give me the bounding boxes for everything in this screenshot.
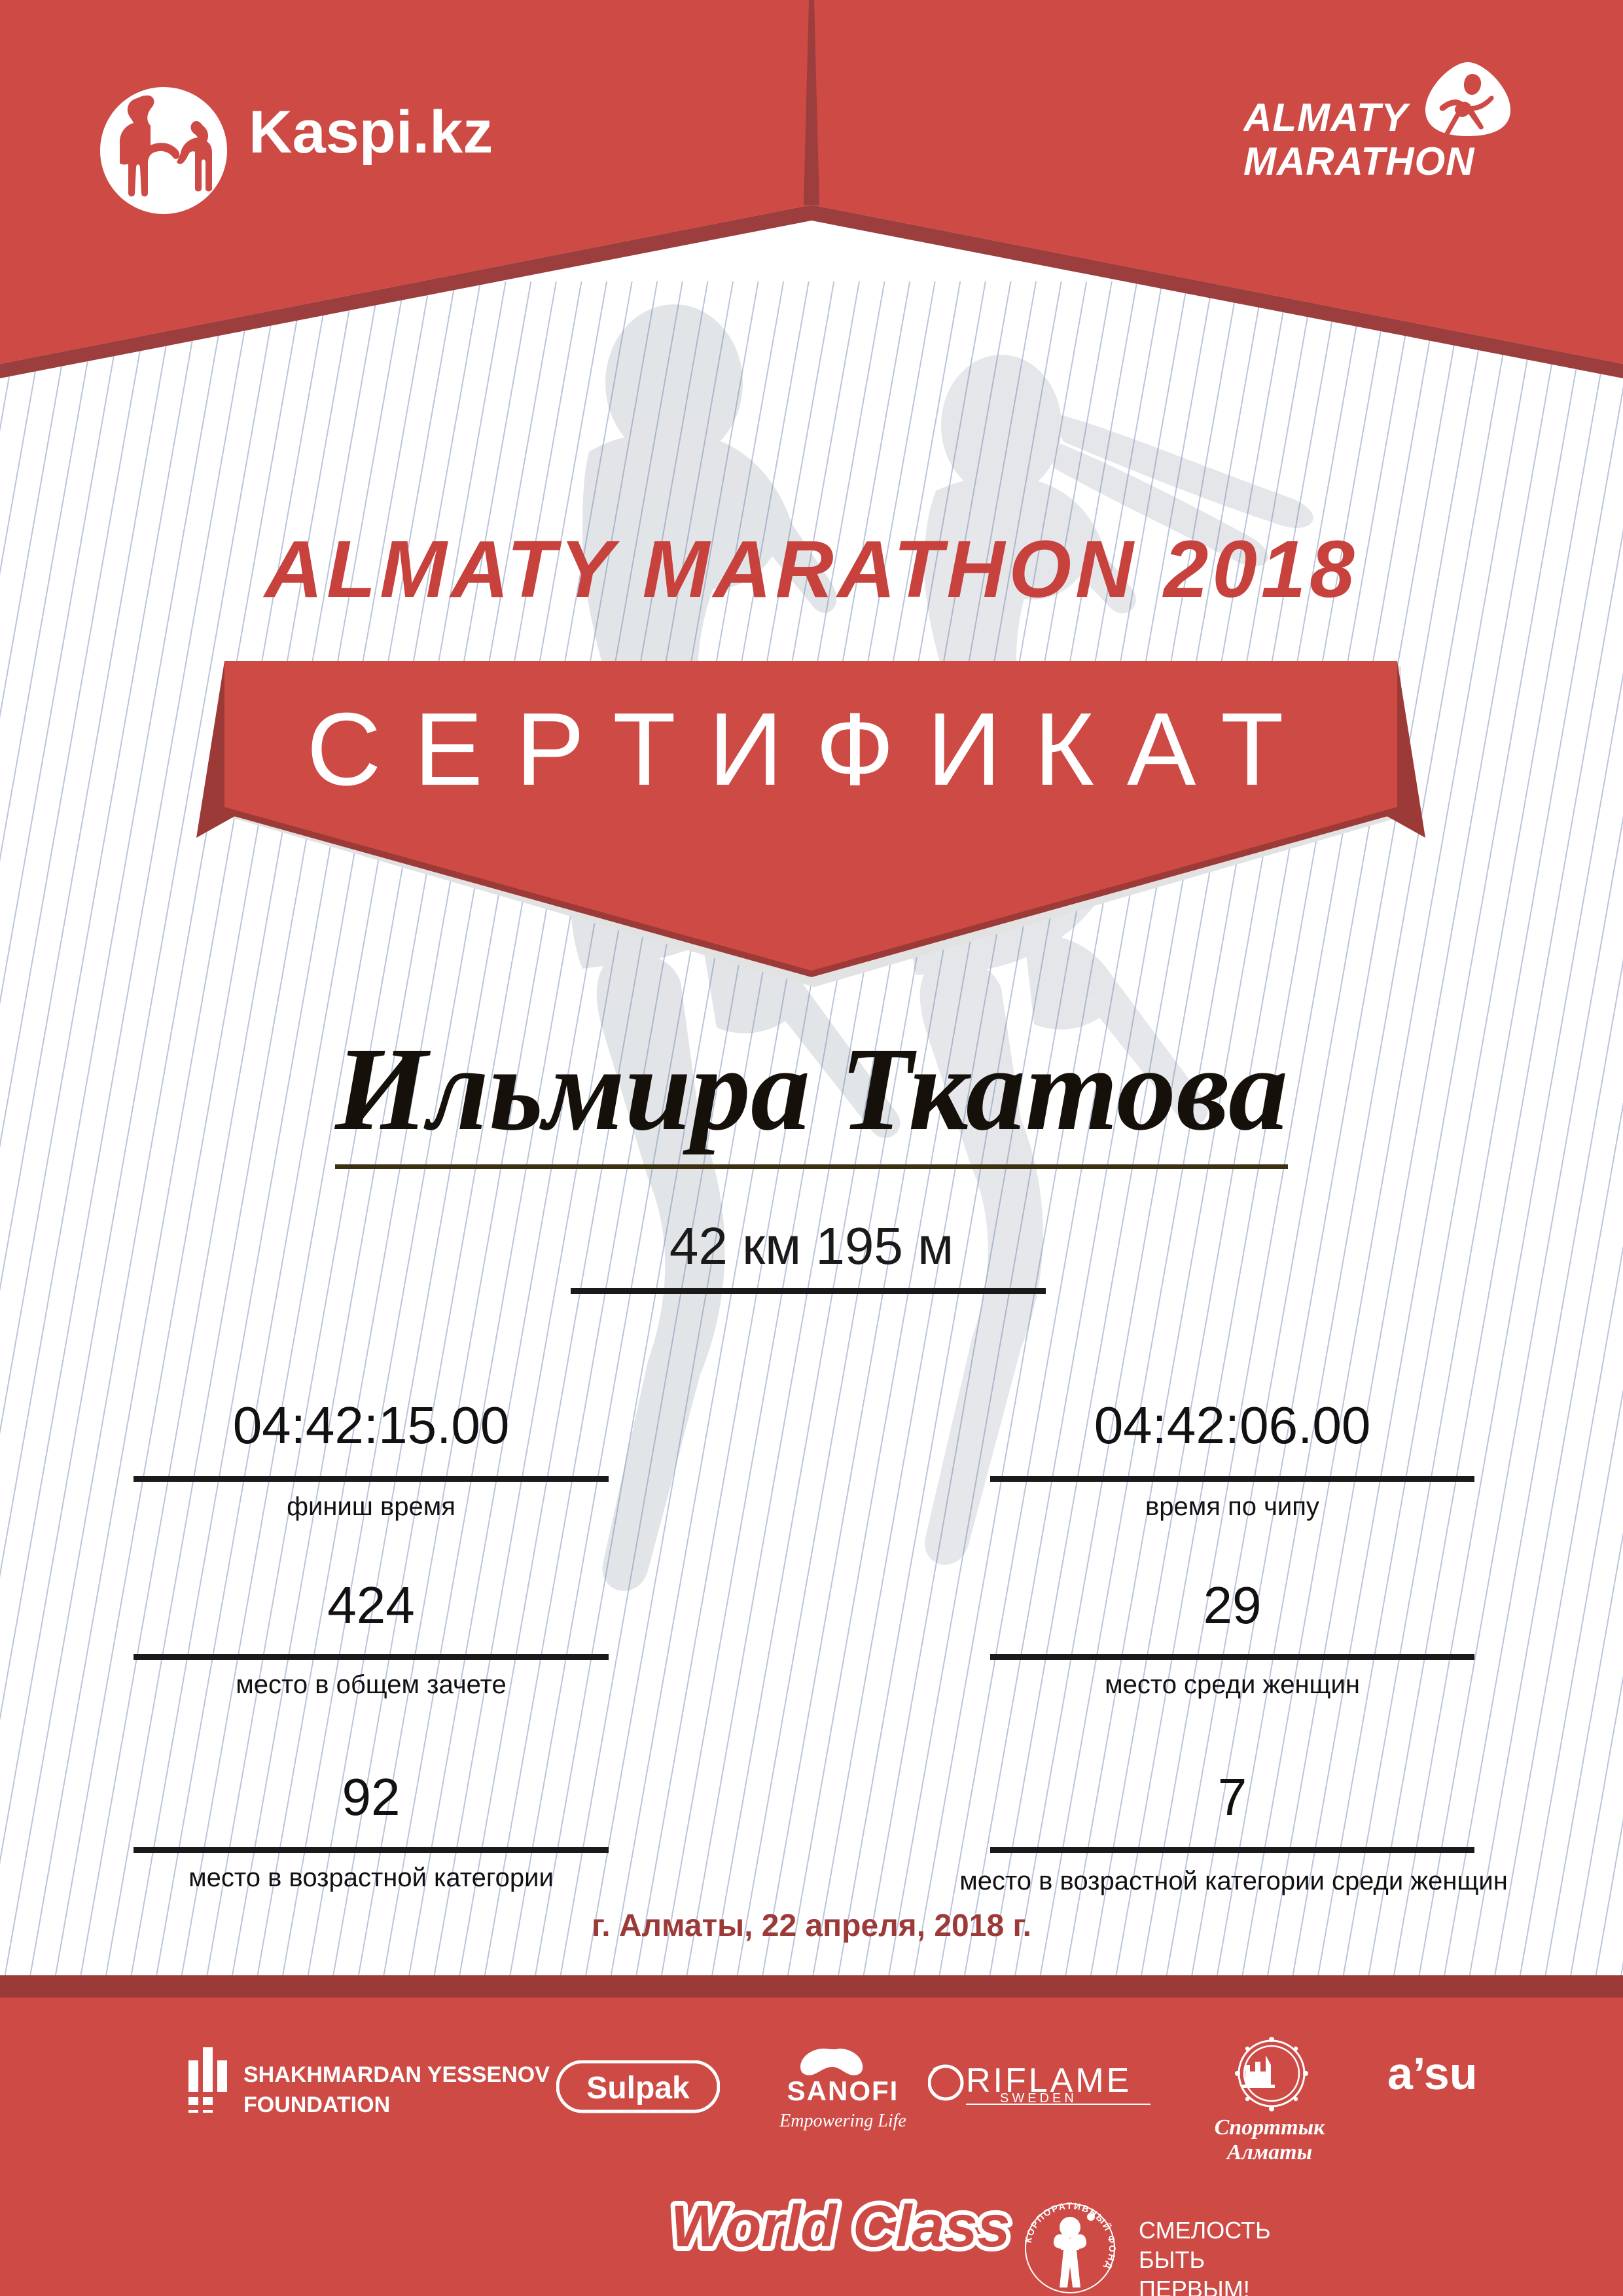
svg-text:Sulpak: Sulpak — [586, 2071, 690, 2106]
svg-text:SWEDEN: SWEDEN — [1000, 2091, 1077, 2106]
svg-text:ALMATY: ALMATY — [1243, 96, 1410, 139]
svg-text:SANOFI: SANOFI — [787, 2075, 899, 2106]
svg-text:World Class: World Class — [671, 2194, 1010, 2259]
svg-text:MARATHON: MARATHON — [1243, 139, 1475, 183]
